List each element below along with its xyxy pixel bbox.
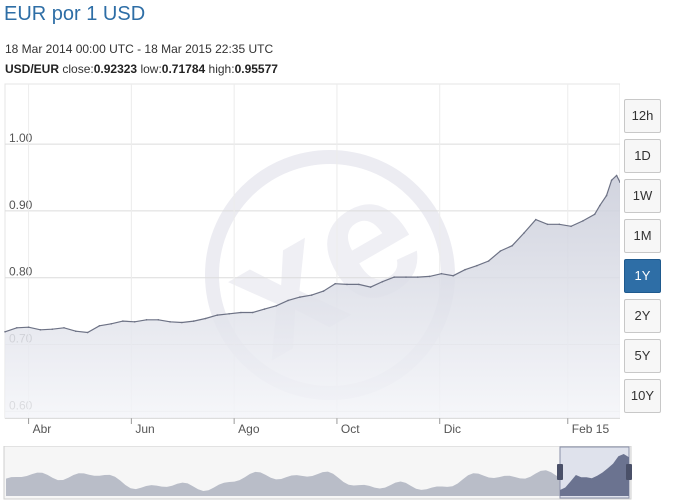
data-point [381, 280, 384, 283]
period-button-1w[interactable]: 1W [624, 179, 661, 213]
data-point [428, 275, 431, 278]
data-point [204, 317, 207, 320]
period-button-10y[interactable]: 10Y [624, 379, 661, 413]
data-point [310, 294, 313, 296]
data-point [181, 321, 183, 324]
data-point [546, 223, 549, 226]
period-button-5y[interactable]: 5Y [624, 339, 661, 373]
x-tick-label: Oct [341, 422, 360, 436]
data-point [610, 179, 613, 181]
data-point [51, 328, 53, 330]
y-tick-label: 0.80 [9, 265, 33, 279]
data-point [169, 321, 171, 323]
y-tick-label: 0.90 [9, 198, 33, 212]
data-point [263, 308, 266, 310]
data-point [287, 299, 289, 302]
data-point [133, 321, 136, 323]
data-point [322, 290, 325, 292]
high-label: high: [208, 62, 235, 76]
data-point [63, 327, 65, 329]
period-button-1y[interactable]: 1Y [624, 259, 661, 293]
series-line [4, 174, 620, 334]
data-point [346, 283, 348, 286]
overview-handle-left [557, 464, 563, 480]
data-point [393, 276, 396, 278]
data-point [334, 282, 337, 285]
data-point [405, 276, 407, 278]
data-point [122, 320, 124, 322]
data-point [523, 232, 525, 234]
stats-line: USD/EUR close:0.92323 low:0.71784 high:0… [5, 62, 278, 76]
data-point [4, 331, 6, 333]
data-point [440, 272, 443, 275]
data-point [464, 268, 466, 271]
period-button-2y[interactable]: 2Y [624, 299, 661, 333]
data-point [619, 181, 620, 183]
high-value: 0.95577 [234, 62, 278, 76]
data-point [157, 319, 160, 321]
data-point [599, 204, 601, 207]
close-label: close: [62, 62, 94, 76]
pair-label: USD/EUR [5, 62, 60, 76]
y-tick-label: 1.00 [9, 131, 33, 145]
data-point [499, 250, 502, 252]
date-range: 18 Mar 2014 00:00 UTC - 18 Mar 2015 22:3… [5, 42, 274, 56]
data-point [145, 319, 148, 321]
period-button-12h[interactable]: 12h [624, 99, 661, 133]
data-point [75, 330, 77, 332]
series-area [5, 175, 620, 418]
data-point [487, 260, 490, 262]
data-point [86, 331, 89, 334]
overview-area [6, 470, 629, 496]
x-tick-label: Dic [444, 422, 461, 436]
data-point [110, 323, 112, 325]
data-point [476, 264, 478, 267]
data-point [558, 223, 561, 226]
overview-navigator[interactable] [0, 446, 635, 500]
data-point [192, 320, 195, 322]
x-tick-label: Abr [33, 422, 52, 436]
overview-handle-right [626, 464, 632, 480]
x-tick-label: Jun [135, 422, 154, 436]
period-button-1m[interactable]: 1M [624, 219, 661, 253]
chart-title: EUR por 1 USD [4, 3, 146, 25]
data-point [358, 283, 360, 286]
data-point [27, 326, 30, 328]
data-point [275, 305, 278, 307]
low-label: low: [140, 62, 162, 76]
overview-selected-area [560, 454, 629, 496]
data-point [452, 274, 455, 277]
x-tick-label: Feb 15 [572, 422, 610, 436]
data-point [570, 225, 572, 228]
data-point [511, 244, 513, 247]
data-point [39, 329, 42, 331]
x-tick-label: Ago [238, 422, 260, 436]
data-point [98, 325, 101, 327]
close-value: 0.92323 [93, 62, 138, 76]
data-point [593, 213, 596, 216]
data-point [228, 313, 230, 315]
data-point [582, 220, 584, 222]
data-point [369, 286, 372, 288]
data-point [605, 194, 608, 197]
data-point [251, 311, 254, 314]
low-value: 0.71784 [161, 62, 206, 76]
data-point [417, 276, 419, 278]
data-point [216, 314, 219, 316]
period-button-1d[interactable]: 1D [624, 139, 661, 173]
price-chart[interactable]: xe1.000.900.800.700.60AbrJunAgoOctDicFeb… [0, 80, 620, 440]
data-point [240, 311, 242, 314]
data-point [15, 327, 18, 329]
data-point [535, 218, 537, 221]
data-point [615, 174, 618, 177]
data-point [299, 296, 301, 298]
